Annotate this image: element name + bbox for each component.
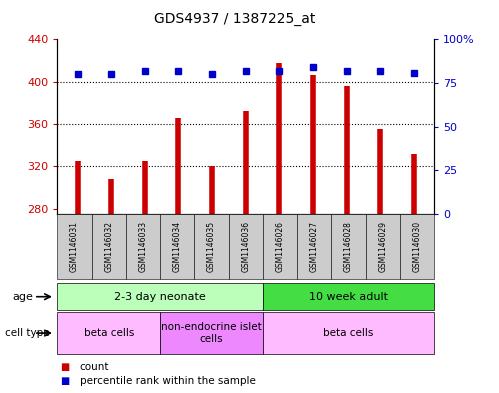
Text: ■: ■ <box>60 362 69 373</box>
Text: percentile rank within the sample: percentile rank within the sample <box>80 376 255 386</box>
Text: beta cells: beta cells <box>83 328 134 338</box>
Text: GSM1146031: GSM1146031 <box>70 221 79 272</box>
Text: GSM1146033: GSM1146033 <box>139 221 148 272</box>
Text: GDS4937 / 1387225_at: GDS4937 / 1387225_at <box>154 12 315 26</box>
Text: cell type: cell type <box>5 328 49 338</box>
Text: GSM1146028: GSM1146028 <box>344 221 353 272</box>
Text: GSM1146026: GSM1146026 <box>275 221 284 272</box>
Text: ■: ■ <box>60 376 69 386</box>
Text: GSM1146035: GSM1146035 <box>207 221 216 272</box>
Text: 2-3 day neonate: 2-3 day neonate <box>114 292 206 302</box>
Text: 10 week adult: 10 week adult <box>309 292 388 302</box>
Text: non-endocrine islet
cells: non-endocrine islet cells <box>161 322 262 344</box>
Text: GSM1146029: GSM1146029 <box>378 221 387 272</box>
Text: GSM1146030: GSM1146030 <box>413 221 422 272</box>
Text: GSM1146036: GSM1146036 <box>241 221 250 272</box>
Text: GSM1146032: GSM1146032 <box>104 221 113 272</box>
Text: GSM1146034: GSM1146034 <box>173 221 182 272</box>
Text: beta cells: beta cells <box>323 328 374 338</box>
Text: count: count <box>80 362 109 373</box>
Text: GSM1146027: GSM1146027 <box>310 221 319 272</box>
Text: age: age <box>12 292 33 302</box>
